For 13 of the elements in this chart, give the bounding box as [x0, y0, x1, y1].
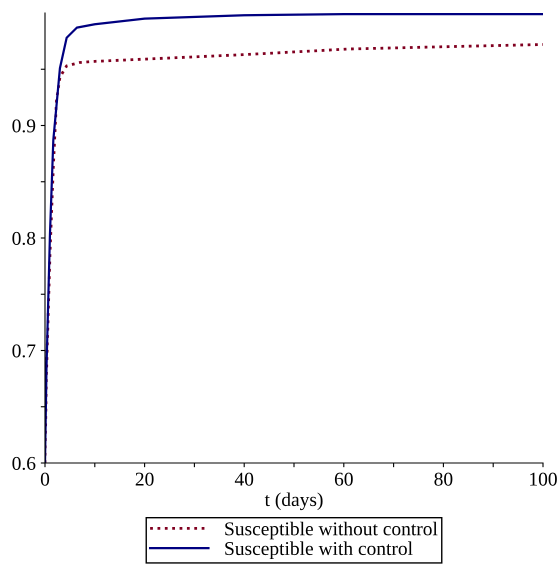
x-tick-label: 0 [40, 472, 50, 486]
x-axis-title: t (days) [264, 492, 323, 510]
x-tick-label: 60 [334, 472, 353, 486]
x-tick-label: 100 [530, 472, 557, 486]
x-tick-label: 20 [136, 472, 154, 486]
x-tick-label: 80 [434, 472, 452, 486]
x-tick-label: 40 [234, 472, 254, 486]
y-tick-label: 0.7 [12, 344, 36, 358]
legend-label: Susceptible without control [225, 522, 438, 540]
y-tick-label: 0.6 [12, 456, 36, 470]
y-tick-label: 0.9 [12, 119, 36, 133]
y-tick-label: 0.8 [12, 232, 36, 246]
legend-label: Susceptible with control [225, 541, 413, 560]
